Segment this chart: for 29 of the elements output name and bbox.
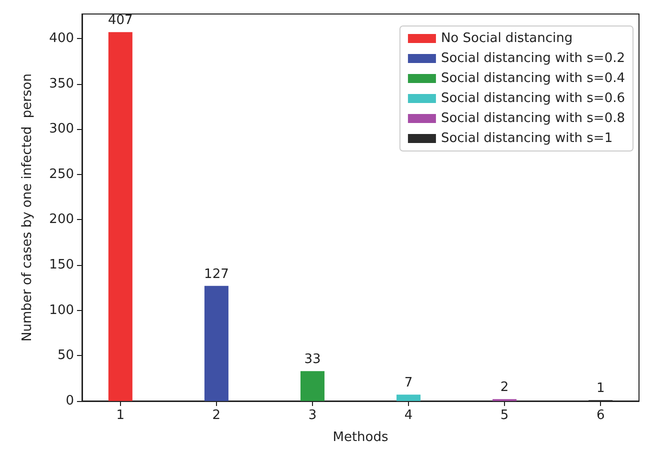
data-label: 1 <box>596 381 605 396</box>
legend-label: Social distancing with s=1 <box>440 131 613 146</box>
y-tick-label: 400 <box>49 30 74 46</box>
legend-label: Social distancing with s=0.2 <box>440 51 626 66</box>
y-tick-label: 50 <box>57 348 74 364</box>
x-tick-label: 3 <box>308 408 317 423</box>
legend-label: Social distancing with s=0.8 <box>440 111 626 126</box>
data-label: 7 <box>404 376 413 391</box>
y-tick-label: 0 <box>66 394 74 408</box>
data-label: 127 <box>204 266 229 282</box>
data-label: 33 <box>304 352 321 368</box>
legend-label: Social distancing with s=0.4 <box>440 71 626 86</box>
y-axis-title: Number of cases by one infected person <box>20 74 35 342</box>
x-tick-label: 5 <box>500 408 509 423</box>
data-label: 2 <box>500 380 509 396</box>
y-tick-label: 200 <box>49 212 74 228</box>
x-tick-label: 2 <box>212 408 221 423</box>
x-tick-label: 1 <box>116 408 125 423</box>
y-tick-label: 300 <box>49 122 74 137</box>
y-tick-label: 350 <box>49 76 74 92</box>
legend-label: No Social distancing <box>440 31 573 46</box>
x-tick-label: 6 <box>596 408 605 423</box>
y-tick-label: 150 <box>49 258 74 273</box>
y-tick-label: 250 <box>49 166 74 182</box>
legend-label: Social distancing with s=0.6 <box>440 91 626 106</box>
y-tick-label: 100 <box>49 302 74 318</box>
data-label: 407 <box>108 13 133 28</box>
x-axis-title: Methods <box>332 430 388 445</box>
x-tick-label: 4 <box>404 408 413 423</box>
